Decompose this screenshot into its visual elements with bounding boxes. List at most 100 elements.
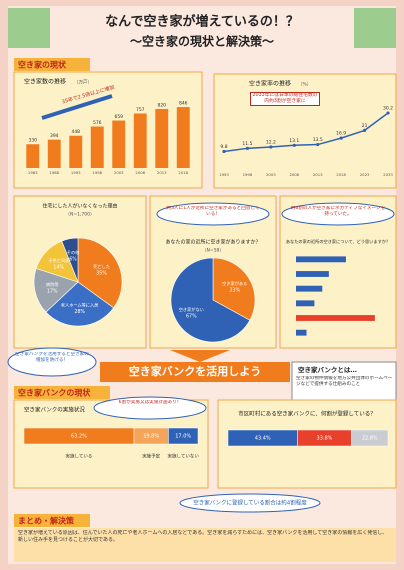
value-label: 13.5	[313, 137, 323, 143]
chart-title: あなたの家の近所の空き家について、どう思いますか？	[286, 238, 390, 245]
x-tick-label: 1998	[92, 170, 102, 175]
x-tick-label: 2003	[114, 170, 124, 175]
point	[316, 143, 319, 146]
x-tick-label: 1998	[243, 172, 253, 177]
unit: （%）	[298, 82, 311, 88]
value-label: 11.5	[242, 141, 252, 147]
callout-text: 空き家バンクを活用すると空き家の増加を防げる！	[14, 352, 90, 363]
value-label: 846	[179, 101, 188, 107]
bar	[69, 136, 82, 168]
x-tick-label: 2008	[289, 172, 299, 177]
note: （N=58）	[202, 248, 224, 254]
x-tick-label: 2013	[157, 170, 167, 175]
value-label: 30.2	[383, 106, 393, 112]
bar	[296, 286, 322, 292]
callout: 6割が実施又は実施計画あり！	[102, 400, 198, 416]
chart-title: 空き家率の推移	[249, 80, 291, 88]
slice-value: 17%	[47, 288, 58, 294]
callout-text: 約3人に1人が近所に空き家があると回答している！	[165, 206, 261, 217]
callout: 約6割の人が空き家にネガティブなイメージを持っていた。	[290, 206, 386, 222]
title: なんで空き家が増えているの！？	[105, 14, 299, 30]
chart-title: 市区町村にある空き家バンクに、何割が登録している？	[238, 410, 375, 418]
section-header: まとめ・解決策	[18, 516, 75, 526]
slice-label: 死亡した	[93, 263, 110, 270]
callout-text: 6割が実施又は実施計画あり！	[102, 400, 198, 406]
x-tick-label: 2013	[313, 172, 323, 177]
callout-text: 約6割の人が空き家にネガティブなイメージを持っていた。	[290, 206, 386, 217]
bar	[134, 113, 147, 168]
x-tick-label: 2033	[383, 172, 393, 177]
x-tick-label: 1983	[28, 170, 38, 175]
slice-value: 14%	[53, 264, 64, 270]
segment-value: 63.2%	[71, 434, 87, 440]
bar	[91, 127, 104, 168]
segment-value: 22.8%	[362, 436, 378, 442]
chart-title: 空き家バンクの実施状況	[24, 406, 85, 414]
summary-text: 空き家が増えている原因は、住んでいた人の死亡や老人ホームへの入居などである。空き…	[18, 530, 392, 544]
bar	[177, 107, 190, 168]
x-tick-label: 1988	[49, 170, 59, 175]
segment-label: 実施している	[66, 453, 93, 460]
note: （N=1,700）	[65, 212, 94, 218]
slice-label: 子供と同居	[48, 257, 69, 264]
annotation-text: 2033年には日本の総住宅数の内約3割が空き家に	[250, 92, 320, 106]
segment-label: 実施していない	[168, 453, 200, 460]
slice-label: 病院等	[46, 281, 59, 288]
section-header: 空き家の現状	[18, 60, 67, 70]
point	[246, 147, 249, 150]
slice-label: 老人ホーム等に入居	[61, 301, 99, 308]
value-label: 659	[114, 114, 123, 120]
segment-label: 実施予定	[142, 453, 160, 460]
bar	[296, 271, 329, 277]
slice-value: 35%	[96, 271, 107, 277]
segment-value: 33.8%	[317, 436, 333, 442]
slice-label: その他	[67, 249, 80, 256]
value-label: 330	[28, 138, 37, 144]
bar	[296, 256, 346, 262]
bar	[296, 315, 375, 321]
value-label: 448	[71, 129, 80, 135]
callout: 約3人に1人が近所に空き家があると回答している！	[165, 206, 261, 222]
segment-value: 43.4%	[255, 436, 271, 442]
bar	[296, 300, 314, 306]
definition: 空き家の物件情報を地方公共団体のホームページなどで提供する仕組みのこと	[296, 376, 394, 400]
callout: 空き家バンクに登録している割合は約4割程度	[193, 499, 307, 507]
segment-value: 17.0%	[175, 434, 191, 440]
banner: 空き家バンクを活用しよう	[129, 364, 262, 378]
poster: なんで空き家が増えているの！？ ～空き家の現状と解決策～ 空き家の現状 空き家バ…	[0, 0, 404, 570]
house-icon	[8, 8, 50, 48]
x-tick-label: 1993	[219, 172, 229, 177]
point	[269, 145, 272, 148]
slice-value: 6%	[69, 257, 77, 263]
point	[386, 111, 389, 114]
summary: 空き家が増えている原因は、住んでいた人の死亡や老人ホームへの入居などである。空き…	[18, 530, 392, 560]
value-label: 9.8	[220, 144, 227, 150]
x-tick-label: 1993	[71, 170, 81, 175]
bar	[112, 121, 125, 168]
x-tick-label: 2018	[178, 170, 188, 175]
callout: 空き家バンクを活用すると空き家の増加を防げる！	[14, 352, 90, 374]
slice-value: 33%	[229, 288, 240, 294]
bar	[26, 144, 39, 168]
point	[222, 150, 225, 153]
chart-title: あなたの家の近所に空き家がありますか？	[165, 239, 260, 246]
value-label: 394	[50, 133, 59, 139]
bar	[155, 109, 168, 168]
unit: （万戸）	[74, 80, 92, 86]
bar	[48, 140, 61, 168]
definition-title: 空き家バンクとは…	[298, 365, 357, 374]
point	[340, 137, 343, 140]
house-icon	[354, 8, 396, 48]
x-tick-label: 2003	[266, 172, 276, 177]
annotation: 2033年には日本の総住宅数の内約3割が空き家に	[250, 92, 320, 114]
value-label: 16.9	[336, 131, 346, 137]
x-tick-label: 2008	[135, 170, 145, 175]
section-header: 空き家バンクの現状	[18, 388, 91, 398]
value-label: 576	[93, 120, 102, 126]
value-label: 820	[157, 102, 166, 108]
slice-label: 空き家がない	[179, 306, 204, 313]
x-tick-label: 2023	[360, 172, 370, 177]
value-label: 13.1	[289, 138, 299, 144]
subtitle: ～空き家の現状と解決策～	[130, 34, 274, 49]
slice-label: 空き家がある	[222, 280, 247, 287]
